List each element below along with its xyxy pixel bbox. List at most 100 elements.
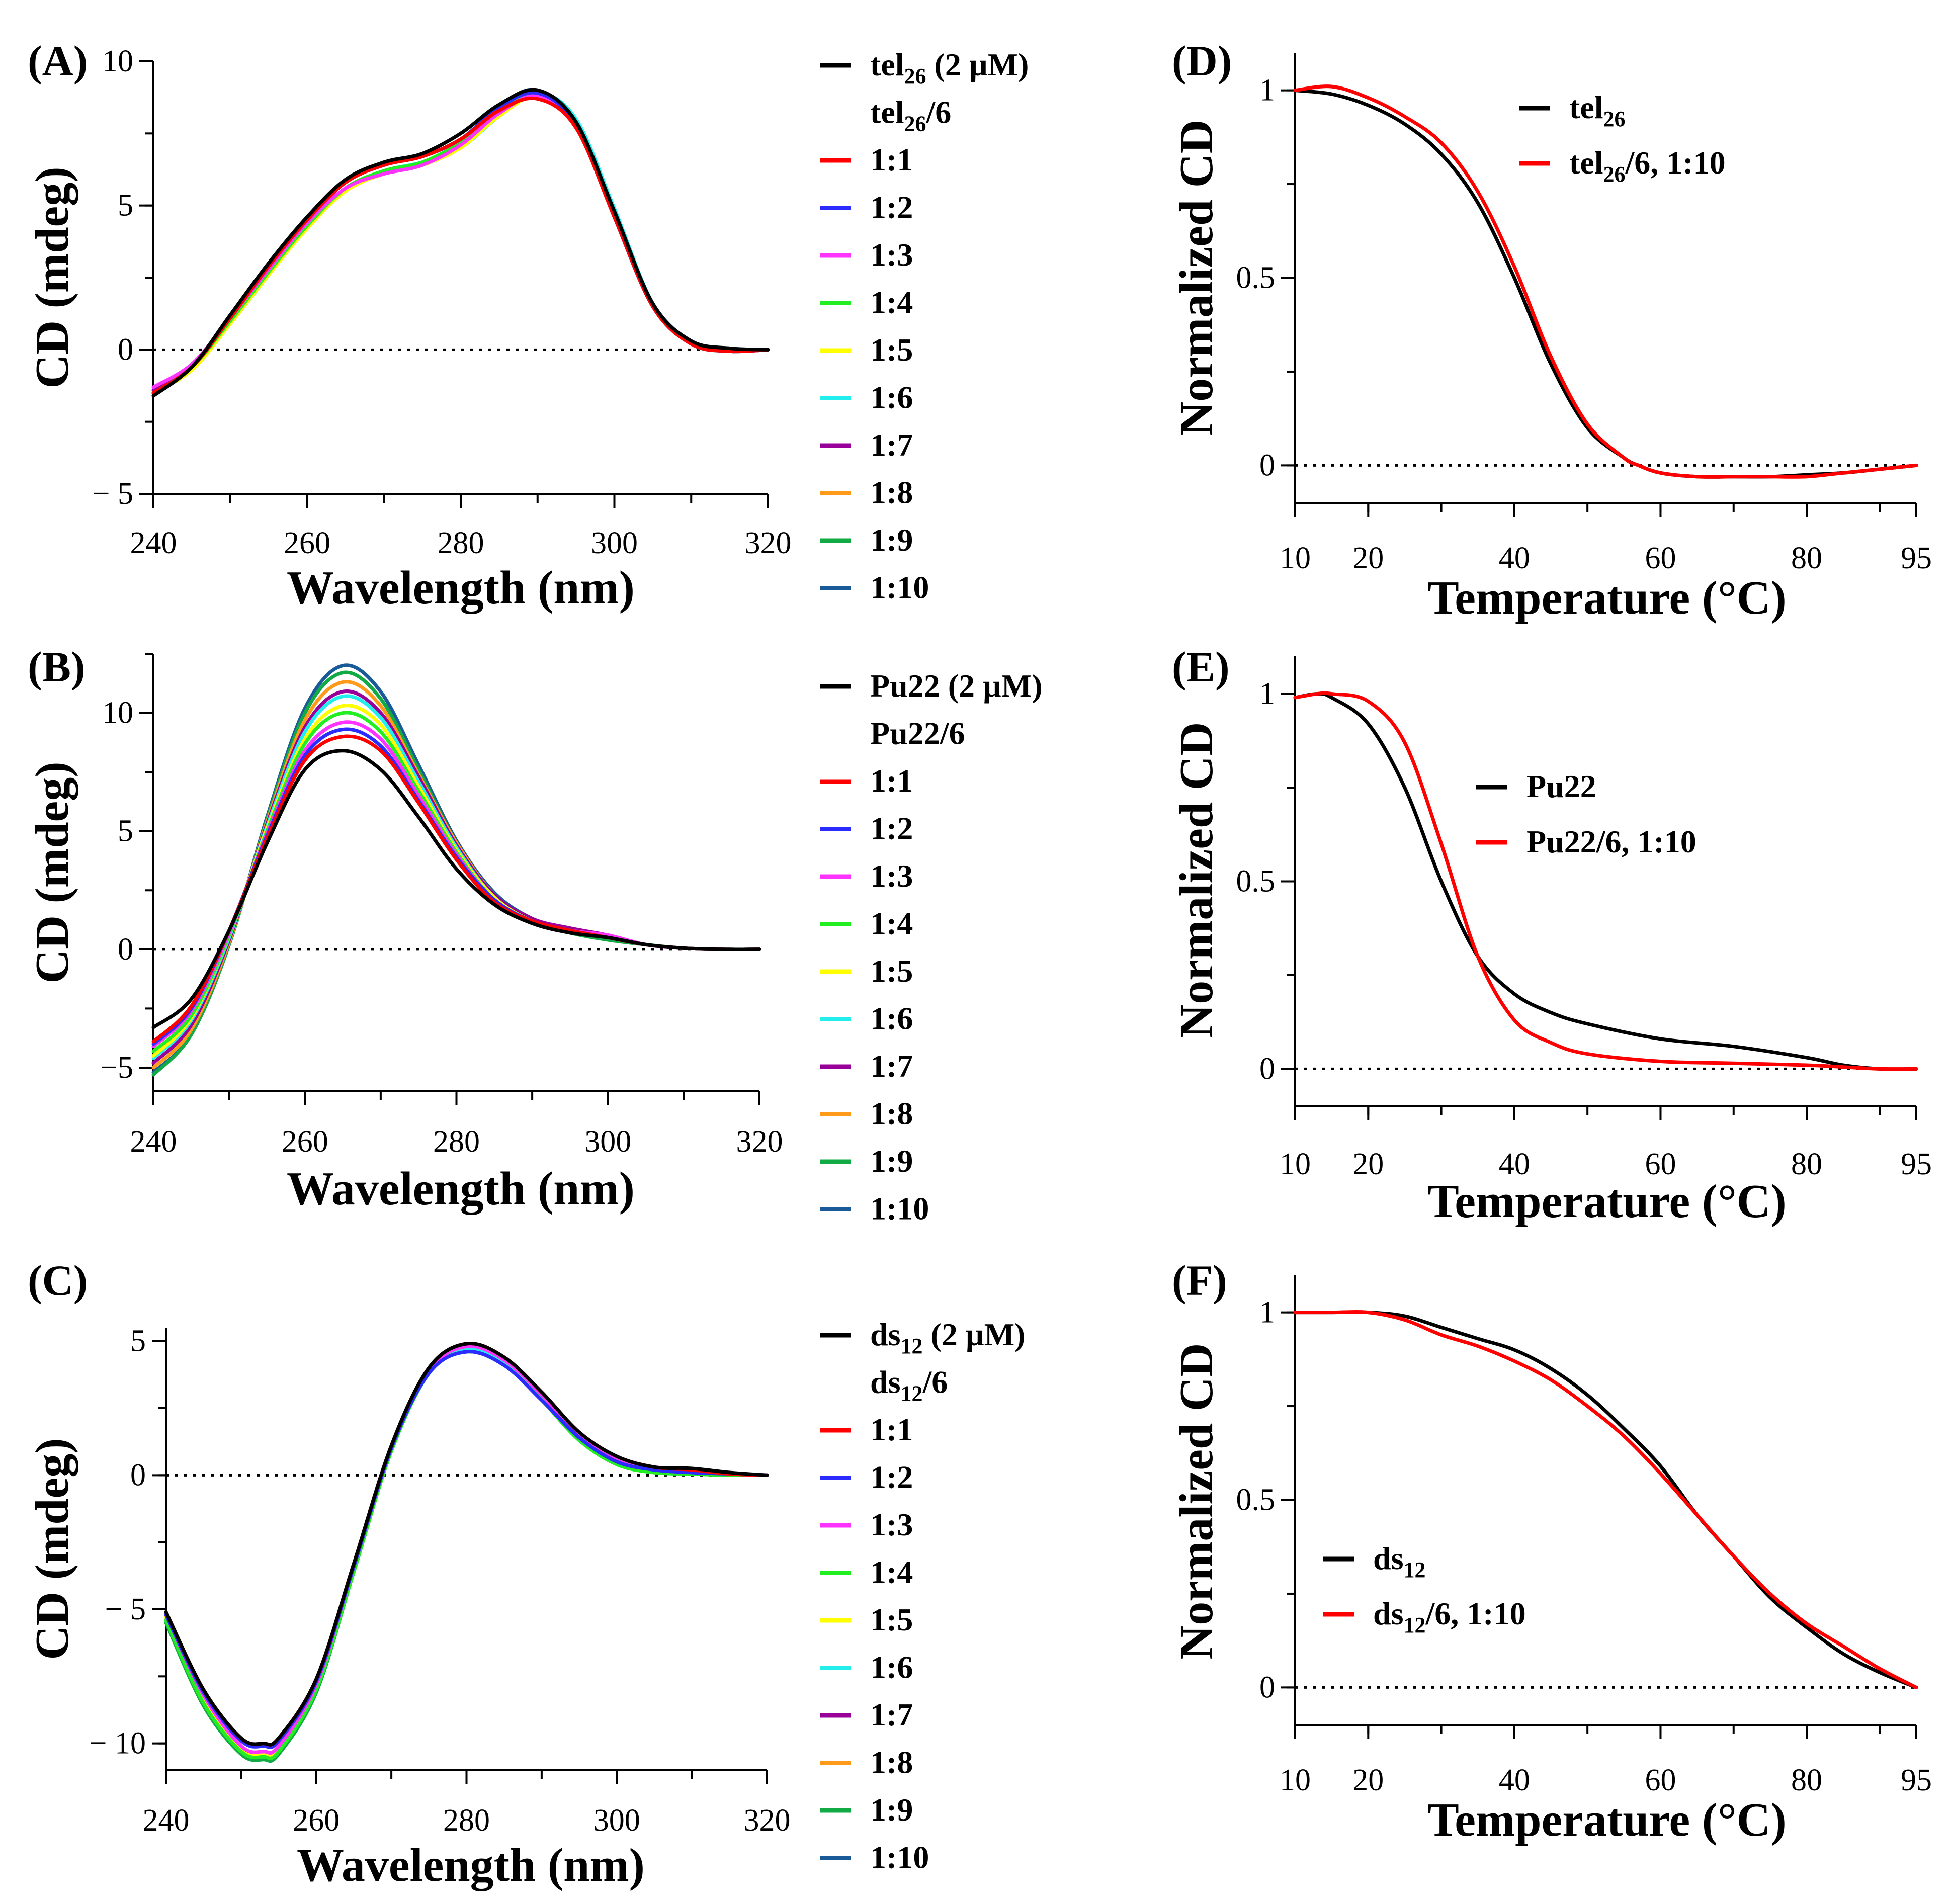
y-axis-title: Normalized CD xyxy=(1170,1343,1223,1659)
legend-label-main: 1:3 xyxy=(870,237,913,273)
x-tick-label: 320 xyxy=(744,1803,791,1838)
x-tick-label: 60 xyxy=(1645,1147,1676,1181)
panel-F: (F) 10 20 40 60 80 95 0 0.5 1 Temperature (°C) Norm… xyxy=(1170,1256,1932,1846)
series-line-1-5 xyxy=(164,1344,769,1758)
legend-label-main: ds xyxy=(1373,1596,1404,1631)
series-line-1-6 xyxy=(151,694,761,1060)
legend-label: 1:4 xyxy=(870,1554,913,1590)
legend-label-subscript: 12 xyxy=(1404,1557,1426,1582)
legend-label: ds12/6, 1:10 xyxy=(1373,1596,1526,1637)
y-tick-label: 1 xyxy=(1259,677,1275,711)
legend-label-main: 1:2 xyxy=(870,811,913,846)
series-line-1-9 xyxy=(164,1350,769,1763)
series-line-1-2 xyxy=(151,727,761,1046)
legend-label-main: 1:10 xyxy=(870,570,929,605)
y-tick-label: 1 xyxy=(1259,73,1275,108)
series-line-1-7 xyxy=(164,1344,769,1755)
y-tick-label: 10 xyxy=(102,44,133,78)
legend-label-main: ds xyxy=(870,1364,901,1400)
series-line-ds12 xyxy=(1293,1310,1918,1689)
y-tick-label: 5 xyxy=(118,814,133,848)
legend-label: 1:1 xyxy=(870,142,913,178)
legend-label-main: 1:6 xyxy=(870,1650,913,1685)
legend-label-main: tel xyxy=(1569,90,1603,125)
x-axis-title: Wavelength (nm) xyxy=(287,562,635,614)
legend-label: 1:3 xyxy=(870,1507,913,1542)
series-line-tel26 xyxy=(1293,89,1918,479)
legend-label-main: 1:7 xyxy=(870,427,913,463)
legend-label: 1:2 xyxy=(870,1459,913,1495)
legend-label-main: 1:10 xyxy=(870,1191,929,1227)
legend-label-main: Pu22 xyxy=(1526,768,1596,804)
series-line-ds12-6-1-10 xyxy=(1293,1310,1918,1689)
legend-label: 1:1 xyxy=(870,763,913,799)
legend-label: tel26/6 xyxy=(870,95,951,136)
legend-label-main: 1:3 xyxy=(870,858,913,894)
legend: Pu22 (2 µM) Pu22/6 1:1 1:2 1:3 1:4 1:5 1:6 1:7 1:… xyxy=(820,668,1043,1227)
x-tick-label: 300 xyxy=(591,526,638,560)
y-tick-label: − 5 xyxy=(93,477,133,511)
legend-label: 1:3 xyxy=(870,237,913,273)
series-line-Pu22-2-M- xyxy=(151,749,761,1029)
legend-label: 1:10 xyxy=(870,570,929,605)
legend-label-main: Pu22/6 xyxy=(870,716,965,751)
panel-label: (C) xyxy=(28,1256,88,1305)
x-tick-label: 280 xyxy=(443,1803,490,1838)
legend-label: 1:10 xyxy=(870,1191,929,1227)
y-tick-label: 5 xyxy=(130,1324,146,1358)
legend-label: 1:1 xyxy=(870,1412,913,1447)
x-tick-label: 20 xyxy=(1352,541,1384,575)
legend-label-main: tel xyxy=(870,47,904,82)
series-line-Pu22 xyxy=(1293,691,1918,1071)
x-tick-label: 95 xyxy=(1901,1763,1932,1797)
y-tick-label: 1 xyxy=(1259,1295,1275,1330)
legend-label: Pu22 xyxy=(1526,768,1596,804)
legend: Pu22 Pu22/6, 1:10 xyxy=(1476,768,1696,859)
legend-label-main: 1:5 xyxy=(870,953,913,989)
x-tick-label: 80 xyxy=(1791,1763,1822,1797)
legend-label-subscript: 12 xyxy=(901,1334,923,1358)
panel-A: (A) 240 260 280 300 320 − 5 0 5 10 Wavelength (nm)… xyxy=(26,37,1029,614)
legend-label-main: 1:8 xyxy=(870,1745,913,1780)
x-axis-title: Temperature (°C) xyxy=(1427,1794,1787,1846)
legend-label: 1:3 xyxy=(870,858,913,894)
legend-label-rest: (2 µM) xyxy=(926,47,1029,82)
legend-label-rest: /6 xyxy=(922,1364,948,1400)
legend-label-main: 1:2 xyxy=(870,190,913,225)
x-tick-label: 20 xyxy=(1352,1763,1384,1797)
legend-label-main: 1:9 xyxy=(870,1792,913,1828)
legend-label-main: 1:1 xyxy=(870,1412,913,1447)
x-axis-title: Wavelength (nm) xyxy=(297,1839,645,1891)
x-tick-label: 80 xyxy=(1791,1147,1822,1181)
legend-label-rest: (2 µM) xyxy=(923,1317,1026,1352)
x-tick-label: 260 xyxy=(282,1124,328,1159)
panel-label: (A) xyxy=(28,37,88,85)
legend-label: 1:6 xyxy=(870,1001,913,1036)
legend-label: 1:7 xyxy=(870,1697,913,1733)
x-tick-label: 320 xyxy=(745,526,792,560)
panel-label: (F) xyxy=(1172,1256,1227,1305)
legend-label-main: 1:3 xyxy=(870,1507,913,1542)
y-tick-label: 0 xyxy=(1259,1670,1275,1704)
legend-label: 1:2 xyxy=(870,811,913,846)
y-tick-label: 10 xyxy=(102,696,133,730)
series-line-1-6 xyxy=(164,1347,769,1758)
y-tick-label: 0 xyxy=(118,332,133,367)
series-line-1-9 xyxy=(151,670,761,1077)
legend: ds12 (2 µM)ds12/61:11:21:31:41:51:61:71:… xyxy=(820,1317,1025,1875)
x-tick-label: 320 xyxy=(736,1124,783,1159)
series-line-1-8 xyxy=(151,680,761,1070)
legend-label-rest: /6 xyxy=(926,95,952,130)
legend-label-main: Pu22 (2 µM) xyxy=(870,668,1043,704)
x-tick-label: 10 xyxy=(1280,1147,1311,1181)
legend-label: 1:9 xyxy=(870,1143,913,1179)
x-tick-label: 10 xyxy=(1280,1763,1311,1797)
y-tick-label: 0.5 xyxy=(1236,261,1276,295)
panel-E: (E) 10 20 40 60 80 95 0 0.5 1 Temperature (°C) Norm… xyxy=(1170,643,1932,1228)
y-tick-label: −5 xyxy=(100,1051,133,1085)
legend-label: 1:5 xyxy=(870,1602,913,1637)
legend-label-main: ds xyxy=(1373,1540,1404,1576)
legend-label: 1:7 xyxy=(870,427,913,463)
